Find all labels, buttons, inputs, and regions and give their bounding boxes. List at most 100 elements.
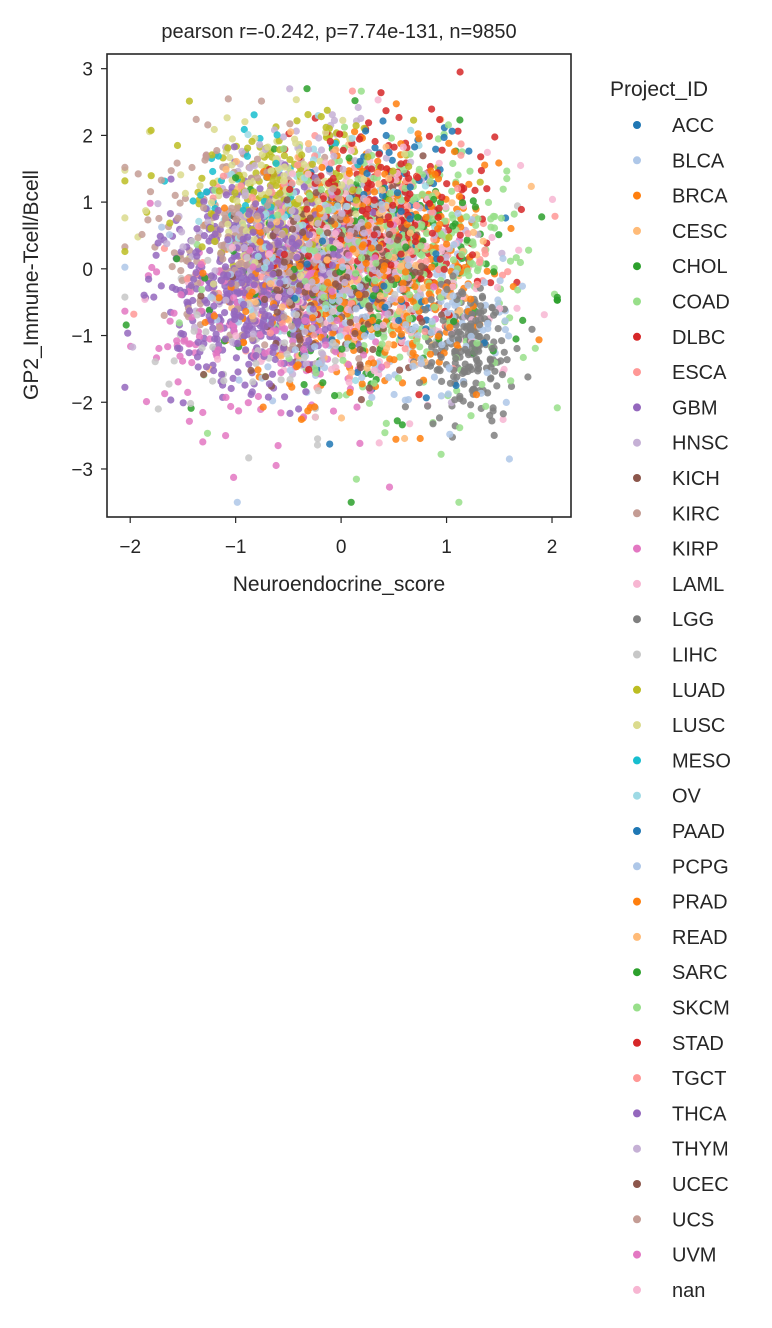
scatter-point xyxy=(266,329,274,337)
scatter-point xyxy=(318,237,327,245)
scatter-point xyxy=(329,407,338,415)
scatter-point xyxy=(356,283,364,291)
scatter-point xyxy=(332,239,340,247)
scatter-point xyxy=(214,355,222,363)
scatter-point xyxy=(422,213,430,221)
scatter-point xyxy=(392,435,400,443)
legend-label: LUAD xyxy=(672,680,725,702)
scatter-point xyxy=(428,263,436,271)
scatter-point xyxy=(210,367,218,375)
scatter-point xyxy=(150,293,158,301)
scatter-point xyxy=(343,286,351,295)
scatter-point xyxy=(219,172,227,180)
scatter-point xyxy=(249,263,257,271)
scatter-point xyxy=(158,223,166,231)
scatter-point xyxy=(338,209,346,217)
scatter-point xyxy=(176,345,184,353)
scatter-point xyxy=(224,220,232,228)
legend-marker xyxy=(633,1109,641,1118)
scatter-point xyxy=(458,199,467,207)
scatter-point xyxy=(173,337,181,345)
scatter-point xyxy=(413,337,421,345)
scatter-point xyxy=(302,388,310,396)
scatter-point xyxy=(346,318,354,327)
scatter-point xyxy=(368,393,376,401)
scatter-point xyxy=(300,160,308,169)
scatter-point xyxy=(459,397,467,405)
scatter-point xyxy=(380,178,388,187)
scatter-point xyxy=(246,164,254,172)
scatter-point xyxy=(269,177,277,185)
scatter-point xyxy=(121,307,129,315)
scatter-point xyxy=(221,309,229,317)
scatter-point xyxy=(321,153,329,161)
scatter-point xyxy=(438,377,446,385)
scatter-point xyxy=(326,440,334,448)
scatter-point xyxy=(479,237,487,245)
scatter-point xyxy=(345,378,353,386)
scatter-point xyxy=(285,298,293,306)
legend-label: LGG xyxy=(672,609,714,631)
scatter-point xyxy=(314,435,322,443)
legend-label: OV xyxy=(672,786,702,808)
scatter-point xyxy=(166,219,174,227)
scatter-point xyxy=(363,364,371,372)
scatter-point xyxy=(241,118,249,126)
scatter-point xyxy=(356,346,364,354)
scatter-point xyxy=(321,326,329,334)
scatter-point xyxy=(392,100,400,108)
scatter-point xyxy=(330,116,338,124)
scatter-point xyxy=(461,345,469,353)
scatter-point xyxy=(434,213,442,222)
scatter-point xyxy=(360,175,368,184)
scatter-points xyxy=(121,68,561,506)
scatter-point xyxy=(215,187,223,195)
scatter-point xyxy=(157,282,165,290)
legend-label: ESCA xyxy=(672,362,727,384)
scatter-point xyxy=(200,198,208,206)
scatter-point xyxy=(197,191,205,199)
scatter-point xyxy=(293,214,301,222)
scatter-point xyxy=(484,319,492,327)
scatter-point xyxy=(390,356,398,364)
scatter-point xyxy=(372,285,380,293)
scatter-point xyxy=(423,229,431,238)
scatter-point xyxy=(134,170,142,178)
scatter-point xyxy=(250,281,258,289)
scatter-point xyxy=(224,236,232,244)
scatter-point xyxy=(121,263,129,271)
scatter-point xyxy=(328,308,336,316)
scatter-point xyxy=(398,379,407,387)
scatter-point xyxy=(230,143,238,151)
scatter-point xyxy=(332,146,340,154)
scatter-point xyxy=(124,329,132,337)
scatter-point xyxy=(262,373,270,381)
scatter-point xyxy=(209,280,218,288)
scatter-point xyxy=(456,116,464,124)
scatter-point xyxy=(491,308,500,316)
scatter-point xyxy=(278,231,286,239)
scatter-point xyxy=(411,283,419,291)
scatter-point xyxy=(369,208,377,217)
scatter-point xyxy=(386,220,394,228)
scatter-point xyxy=(467,412,475,420)
plot-frame xyxy=(106,53,572,518)
scatter-point xyxy=(371,137,379,146)
scatter-point xyxy=(314,253,322,261)
scatter-point xyxy=(214,206,222,214)
scatter-point xyxy=(382,419,390,427)
scatter-point xyxy=(144,216,152,224)
scatter-point xyxy=(482,402,490,410)
scatter-point xyxy=(204,121,212,129)
scatter-point xyxy=(254,366,262,374)
scatter-point xyxy=(302,360,310,368)
scatter-point xyxy=(323,106,331,114)
scatter-point xyxy=(245,360,253,368)
scatter-point xyxy=(271,355,279,364)
scatter-point xyxy=(198,286,206,294)
scatter-point xyxy=(303,205,311,213)
scatter-point xyxy=(349,186,357,194)
scatter-point xyxy=(352,475,360,483)
scatter-point xyxy=(322,123,330,131)
scatter-point xyxy=(273,286,281,294)
